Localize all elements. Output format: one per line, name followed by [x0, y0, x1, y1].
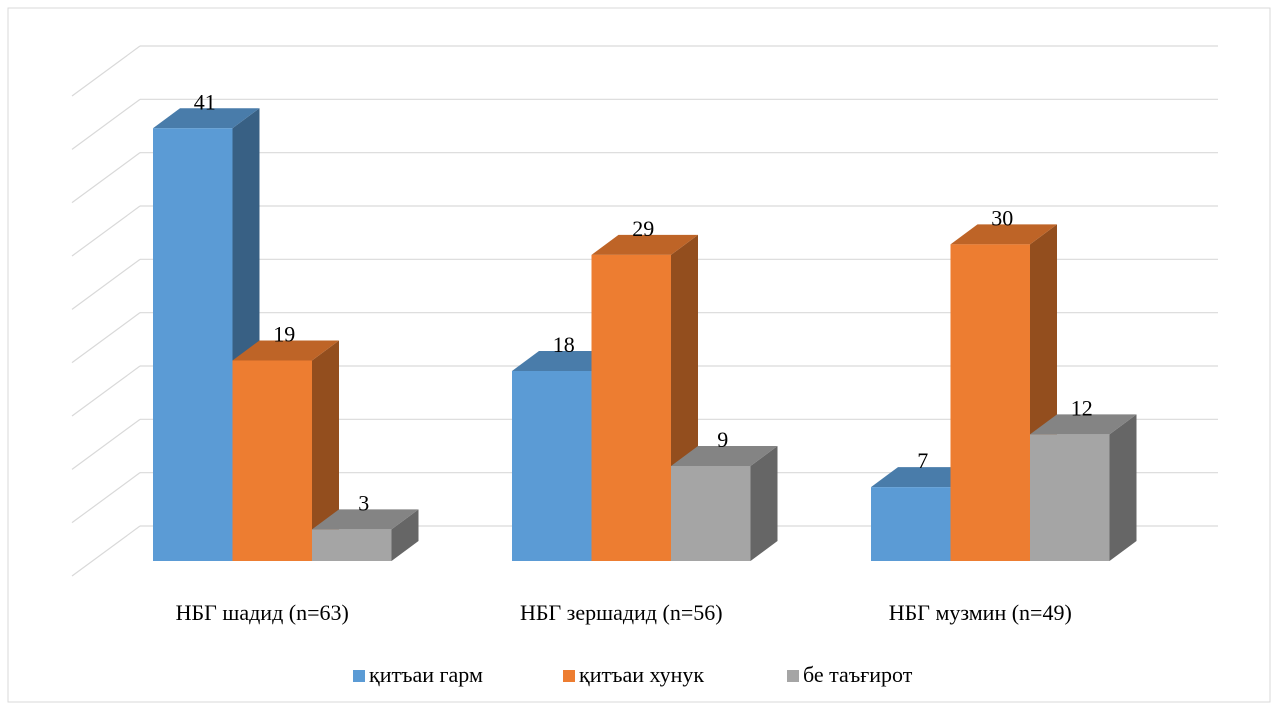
bar-top — [153, 108, 260, 129]
bar — [671, 446, 778, 561]
bar-front — [312, 529, 392, 561]
grid-line-side — [71, 312, 141, 364]
bar — [312, 509, 419, 561]
bar-side — [312, 340, 339, 561]
legend-swatch — [563, 670, 575, 682]
bar-front — [591, 254, 671, 561]
grid-line-side — [71, 152, 141, 204]
grid-line-side — [71, 258, 141, 310]
x-tick-label: НБГ зершадид (n=56) — [520, 600, 723, 625]
bar-top — [1030, 414, 1137, 435]
legend-label: бе таъғирот — [803, 662, 913, 687]
bar-front — [950, 244, 1030, 562]
data-label: 3 — [358, 490, 369, 515]
grid-line-side — [71, 418, 141, 470]
grid-line-side — [71, 525, 141, 577]
data-label: 12 — [1071, 395, 1093, 420]
legend-label: қитъаи хунук — [579, 662, 704, 687]
legend-swatch — [787, 670, 799, 682]
bar-front — [1030, 434, 1110, 561]
bar-top — [671, 446, 778, 466]
data-label: 30 — [991, 205, 1013, 230]
data-label: 41 — [194, 89, 216, 114]
bar-front — [671, 466, 751, 561]
bar-front — [232, 360, 312, 561]
bar — [232, 340, 339, 561]
data-label: 18 — [553, 332, 575, 357]
data-label: 7 — [917, 448, 928, 473]
bar-top — [591, 234, 698, 255]
data-label: 19 — [273, 321, 295, 346]
grid-line-side — [71, 45, 141, 97]
bar-side — [750, 446, 778, 561]
x-tick-label: НБГ шадид (n=63) — [176, 600, 349, 625]
legend-swatch — [353, 670, 365, 682]
bar-side — [1109, 414, 1137, 561]
bar-front — [512, 371, 592, 561]
grid-line-side — [71, 98, 141, 150]
bar-front — [871, 487, 951, 561]
bar — [1030, 414, 1137, 561]
x-tick-label: НБГ музмин (n=49) — [889, 600, 1072, 625]
grid-line-side — [71, 365, 141, 417]
data-label: 9 — [717, 427, 728, 452]
bar-top — [232, 340, 339, 361]
bar-top — [950, 224, 1057, 245]
legend-label: қитъаи гарм — [369, 662, 483, 687]
bar-front — [153, 128, 233, 561]
grid-line-side — [71, 205, 141, 257]
bar-top — [312, 509, 419, 530]
data-label: 29 — [632, 216, 654, 241]
grid-line-side — [71, 472, 141, 524]
bar-side — [391, 509, 419, 561]
